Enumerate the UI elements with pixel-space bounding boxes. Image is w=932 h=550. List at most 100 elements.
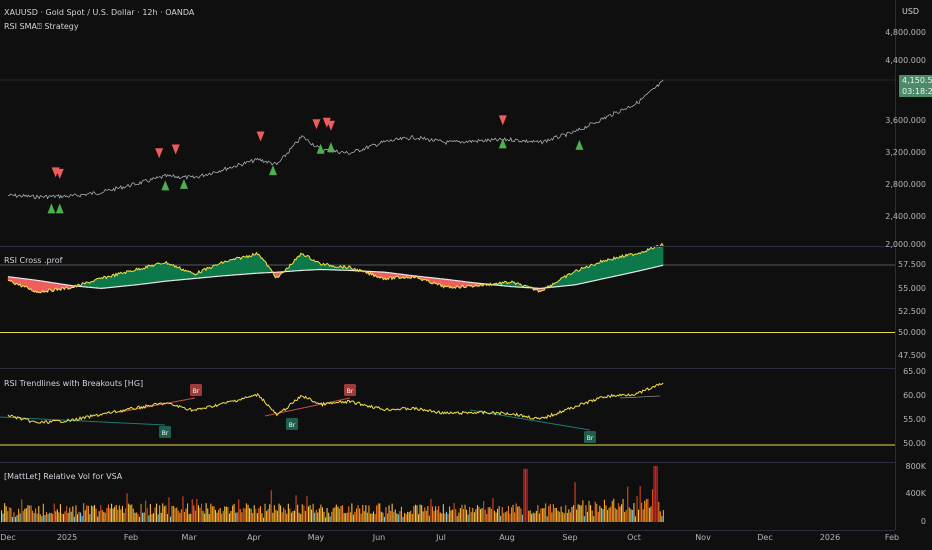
volume-bar [1, 510, 3, 522]
volume-bar [233, 504, 235, 522]
volume-bar [168, 497, 170, 522]
volume-bar [15, 516, 17, 522]
time-label: May [307, 533, 325, 542]
symbol-title[interactable]: XAUUSD · Gold Spot / U.S. Dollar · 12h ·… [4, 8, 195, 17]
volume-bar [301, 504, 303, 522]
price-tick: 4,800.000 [885, 28, 926, 37]
volume-bar [250, 508, 252, 522]
volume-bar [489, 507, 491, 522]
volume-bar [555, 508, 557, 522]
volume-bar [391, 503, 393, 522]
volume-bar [338, 508, 340, 522]
volume-bar [241, 512, 243, 522]
volume-bar [238, 499, 240, 522]
volume-bar [39, 514, 41, 522]
volume-bar [191, 499, 193, 522]
volume-bar [476, 505, 478, 522]
rsi-cross-title[interactable]: RSI Cross .prof [4, 256, 63, 265]
volume-bar [13, 512, 15, 522]
volume-bar [290, 512, 292, 522]
volume-bar [159, 505, 161, 522]
volume-bar [295, 495, 297, 522]
volume-bar [506, 511, 508, 522]
volume-bar [331, 511, 333, 522]
volume-bar [481, 508, 483, 522]
pane-separator[interactable] [0, 462, 895, 463]
volume-bar [631, 510, 633, 522]
volume-bar [16, 515, 18, 522]
breakout-label-box [190, 384, 202, 396]
volume-bar [120, 509, 122, 522]
volume-bar [388, 505, 390, 522]
volume-bar [608, 507, 610, 522]
volume-bar [583, 516, 585, 522]
volume-bar [647, 498, 649, 522]
pane-separator[interactable] [0, 368, 895, 369]
sell-signal-marker [312, 119, 321, 130]
volume-bar [196, 498, 198, 522]
volume-bar [590, 505, 592, 522]
volume-bar [78, 511, 80, 522]
volume-bar [490, 508, 492, 522]
volume-bar [652, 489, 654, 522]
volume-bar [379, 503, 381, 522]
volume-bar [284, 509, 286, 522]
time-label: Jul [436, 533, 446, 542]
time-label: Dec [0, 533, 16, 542]
volume-bar [207, 508, 209, 522]
volume-bar [538, 513, 540, 522]
volume-bar [70, 511, 72, 522]
volume-bar [617, 503, 619, 522]
currency-label[interactable]: USD [902, 7, 920, 16]
volume-bar [405, 514, 407, 522]
volume-bar [659, 511, 661, 522]
volume-bar [165, 505, 167, 522]
volume-bar [562, 512, 564, 522]
volume-bar [95, 508, 97, 522]
volume-bar [94, 505, 96, 522]
volume-bar [177, 510, 179, 522]
volume-bar [473, 512, 475, 522]
volume-bar [21, 499, 23, 522]
volume-bar [276, 510, 278, 522]
strategy-label[interactable]: RSI SMA⍰ Strategy [4, 22, 79, 31]
volume-bar [245, 503, 247, 522]
price-pane [0, 79, 895, 214]
volume-bar [661, 516, 663, 522]
volume-bar [363, 511, 365, 522]
volume-bar [387, 513, 389, 522]
volume-bar [580, 505, 582, 522]
volume-bar [433, 510, 435, 522]
volume-bar [142, 512, 144, 522]
volume-bar [304, 510, 306, 522]
volume-bar [424, 507, 426, 522]
pane-separator[interactable] [0, 246, 895, 247]
volume-title[interactable]: [MattLet] Relative Vol for VSA [4, 472, 123, 481]
volume-bar [427, 506, 429, 522]
volume-bar [650, 506, 652, 522]
volume-bar [222, 511, 224, 522]
volume-bar [273, 505, 275, 522]
volume-bar [495, 512, 497, 522]
volume-bar [414, 504, 416, 522]
volume-bar [470, 512, 472, 522]
volume-bar [455, 509, 457, 522]
volume-bar [630, 509, 632, 522]
volume-bar [597, 511, 599, 522]
volume-bar [390, 511, 392, 522]
volume-bar [435, 506, 437, 522]
volume-bar [287, 503, 289, 522]
volume-bar [298, 512, 300, 522]
volume-bar [573, 505, 575, 522]
rsi-line [7, 242, 664, 294]
volume-bar [47, 513, 49, 522]
volume-bar [607, 510, 609, 522]
sell-signal-marker [326, 120, 335, 131]
volume-bar [321, 507, 323, 522]
volume-bar [45, 512, 47, 522]
trendline-title[interactable]: RSI Trendlines with Breakouts [HG] [4, 379, 144, 388]
breakout-label: Br [347, 388, 354, 395]
volume-bar [87, 506, 89, 522]
volume-bar [407, 511, 409, 522]
